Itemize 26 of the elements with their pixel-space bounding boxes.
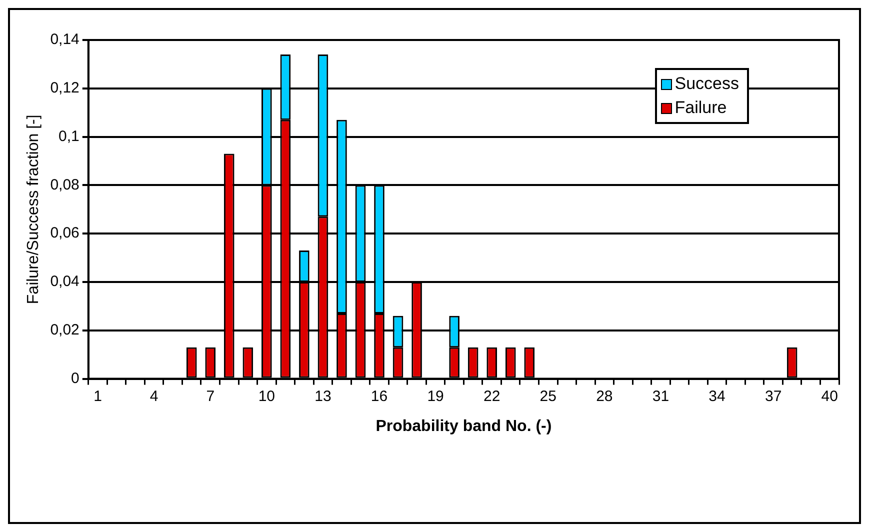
legend-label: Success [674,73,739,95]
y-axis-title: Failure/Success fraction [-] [25,114,42,304]
x-tick-label: 28 [596,388,613,405]
y-tick-label: 0,08 [50,176,80,194]
y-tick-label: 0,12 [50,80,80,97]
y-tick-label: 0,02 [50,322,80,339]
x-tick-label: 16 [370,388,388,405]
y-tick-label: 0 [71,370,80,387]
x-tick-label: 25 [540,388,556,405]
x-tick-label: 7 [206,388,215,405]
x-tick-label: 4 [150,388,158,405]
y-tick-label: 0,06 [50,224,80,242]
x-tick-label: 34 [708,388,726,405]
y-tick-label: 0,1 [58,128,80,145]
y-tick-label: 0,04 [50,273,80,290]
x-tick-label: 40 [821,388,838,405]
y-tick-label: 0,14 [50,31,80,48]
x-tick-label: 31 [652,388,670,405]
x-tick-label: 19 [427,388,444,405]
x-tick-label: 13 [314,388,332,405]
x-tick-label: 22 [484,388,500,405]
legend-label: Failure [674,97,727,119]
x-tick-label: 37 [764,388,782,405]
x-axis-title: Probability band No. (-) [376,418,552,435]
x-tick-label: 10 [258,388,276,405]
x-tick-label: 1 [94,388,102,405]
